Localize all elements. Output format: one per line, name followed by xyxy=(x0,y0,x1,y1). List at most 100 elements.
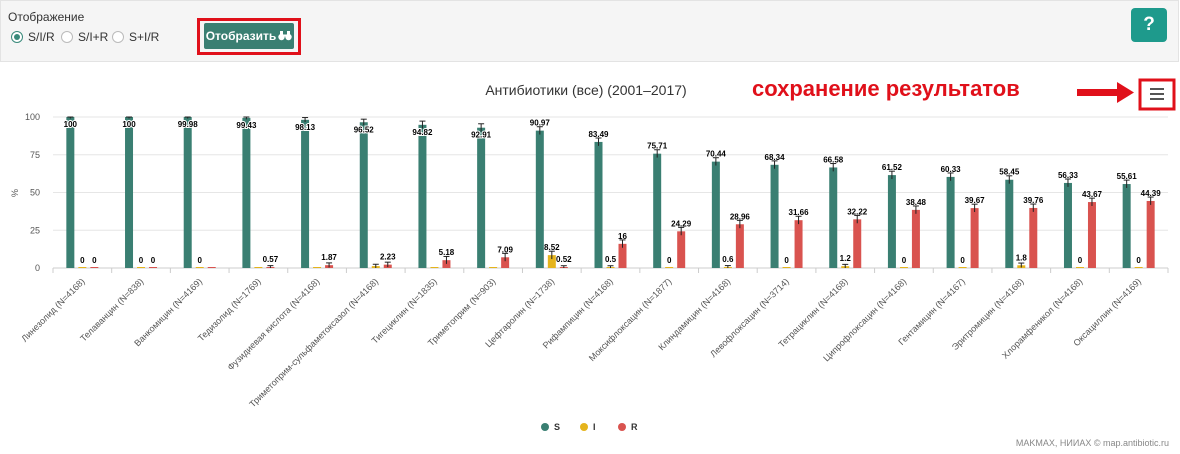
bar-s xyxy=(1063,182,1072,268)
bar-s xyxy=(301,119,310,268)
value-label: 0 xyxy=(151,256,156,265)
value-label: 68.34 xyxy=(765,153,786,162)
bar-s xyxy=(594,141,603,268)
bar-i xyxy=(1134,267,1143,268)
value-label: 0 xyxy=(80,256,85,265)
radio-s-plus-ir[interactable]: S+I/R xyxy=(112,29,159,45)
legend-item-r[interactable]: R xyxy=(618,422,638,432)
bar-r xyxy=(90,267,99,268)
value-label: 16 xyxy=(618,232,627,241)
value-label: 99.43 xyxy=(236,121,257,130)
x-tick-label: Оксациллин (N=4169) xyxy=(1071,276,1143,348)
value-label: 100 xyxy=(122,120,136,129)
value-label: 31.66 xyxy=(789,208,810,217)
value-label: 0.52 xyxy=(556,255,572,264)
bar-s xyxy=(242,117,251,268)
legend-marker xyxy=(541,423,549,431)
value-label: 28.96 xyxy=(730,212,751,221)
y-tick-label: 25 xyxy=(30,225,40,235)
bar-s xyxy=(829,167,838,268)
value-label: 0 xyxy=(1078,256,1083,265)
radio-selected-indicator[interactable] xyxy=(11,31,23,43)
value-label: 39.67 xyxy=(965,196,986,205)
value-label: 44.39 xyxy=(1141,189,1162,198)
display-title: Отображение xyxy=(8,10,85,24)
bar-i xyxy=(665,267,674,268)
value-label: 0 xyxy=(1136,256,1141,265)
y-tick-label: 50 xyxy=(30,188,40,198)
radio-sir[interactable]: S/I/R xyxy=(11,29,55,45)
x-axis-labels: Линезолид (N=4168)Телаванцин (N=838)Ванк… xyxy=(19,276,1143,409)
radio-label: S/I+R xyxy=(78,30,109,44)
bar-i xyxy=(1075,267,1084,268)
bar-r xyxy=(1029,207,1038,268)
x-tick-label: Линезолид (N=4168) xyxy=(19,276,86,343)
value-label: 1.87 xyxy=(321,253,337,262)
bar-s xyxy=(887,175,896,268)
value-label: 0 xyxy=(667,256,672,265)
value-label: 24.29 xyxy=(671,219,692,228)
export-menu-button[interactable] xyxy=(1138,78,1176,111)
value-label: 2.23 xyxy=(380,253,396,262)
menu-icon[interactable] xyxy=(1150,88,1164,100)
bar-r xyxy=(618,243,627,268)
legend-label: R xyxy=(631,422,638,432)
y-axis-labels: 0 25 50 75 100 xyxy=(25,112,40,273)
y-tick-label: 0 xyxy=(35,263,40,273)
help-button[interactable]: ? xyxy=(1131,8,1167,42)
bar-r xyxy=(149,267,158,268)
radio-label: S/I/R xyxy=(28,30,55,44)
chart-area: Антибиотики (все) (2001–2017) 0 25 50 75 100… xyxy=(10,78,1176,432)
radio-label: S+I/R xyxy=(129,30,160,44)
bar-r xyxy=(911,209,920,268)
value-label: 100 xyxy=(64,120,78,129)
value-label: 90.97 xyxy=(530,119,551,128)
y-axis-title: % xyxy=(10,189,20,197)
value-label: 1.2 xyxy=(840,254,852,263)
chart-title: Антибиотики (все) (2001–2017) xyxy=(485,82,686,98)
bar-r xyxy=(853,219,862,268)
value-label: 0.6 xyxy=(722,255,734,264)
value-label: 60.33 xyxy=(941,165,962,174)
show-button-label: Отобразить xyxy=(205,29,277,43)
legend-label: S xyxy=(554,422,560,432)
bar-i xyxy=(313,267,322,268)
value-label: 1.8 xyxy=(1016,253,1028,262)
bar-i xyxy=(899,267,908,268)
value-label: 0 xyxy=(784,256,789,265)
bar-s xyxy=(125,117,134,268)
radio-indicator[interactable] xyxy=(112,31,124,43)
value-label: 39.76 xyxy=(1023,196,1044,205)
value-label: 94.82 xyxy=(412,128,433,137)
bar-r xyxy=(442,260,451,268)
radio-indicator[interactable] xyxy=(61,31,73,43)
x-tick-label: Тедизолид (N=1769) xyxy=(196,276,263,343)
value-label: 0 xyxy=(92,256,97,265)
value-label: 0 xyxy=(139,256,144,265)
legend-item-s[interactable]: S xyxy=(541,422,560,432)
value-label: 66.58 xyxy=(823,155,844,164)
credits: MAKMAX, НИИАХ © map.antibiotic.ru xyxy=(1015,438,1169,448)
bar-r xyxy=(1087,202,1096,268)
value-label: 99.98 xyxy=(178,120,199,129)
legend-marker xyxy=(618,423,626,431)
show-button[interactable]: Отобразить xyxy=(204,23,294,49)
value-label: 5.18 xyxy=(439,248,455,257)
x-tick-label: Ванкомицин (N=4169) xyxy=(132,276,204,348)
radio-si-plus-r[interactable]: S/I+R xyxy=(61,29,108,45)
legend-item-i[interactable]: I xyxy=(580,422,596,432)
bar-r xyxy=(794,220,803,268)
value-label: 70.44 xyxy=(706,150,727,159)
bar-i xyxy=(78,267,87,268)
legend-label: I xyxy=(593,422,596,432)
value-label: 7.09 xyxy=(497,245,513,254)
bar-i xyxy=(489,267,498,268)
bar-s xyxy=(653,153,662,268)
legend-marker xyxy=(580,423,588,431)
save-results-annotation: сохранение результатов xyxy=(752,76,1020,101)
y-tick-label: 75 xyxy=(30,150,40,160)
value-label: 56.33 xyxy=(1058,171,1079,180)
x-tick-label: Триметоприм-сульфаметоксазол (N=4168) xyxy=(247,276,380,409)
